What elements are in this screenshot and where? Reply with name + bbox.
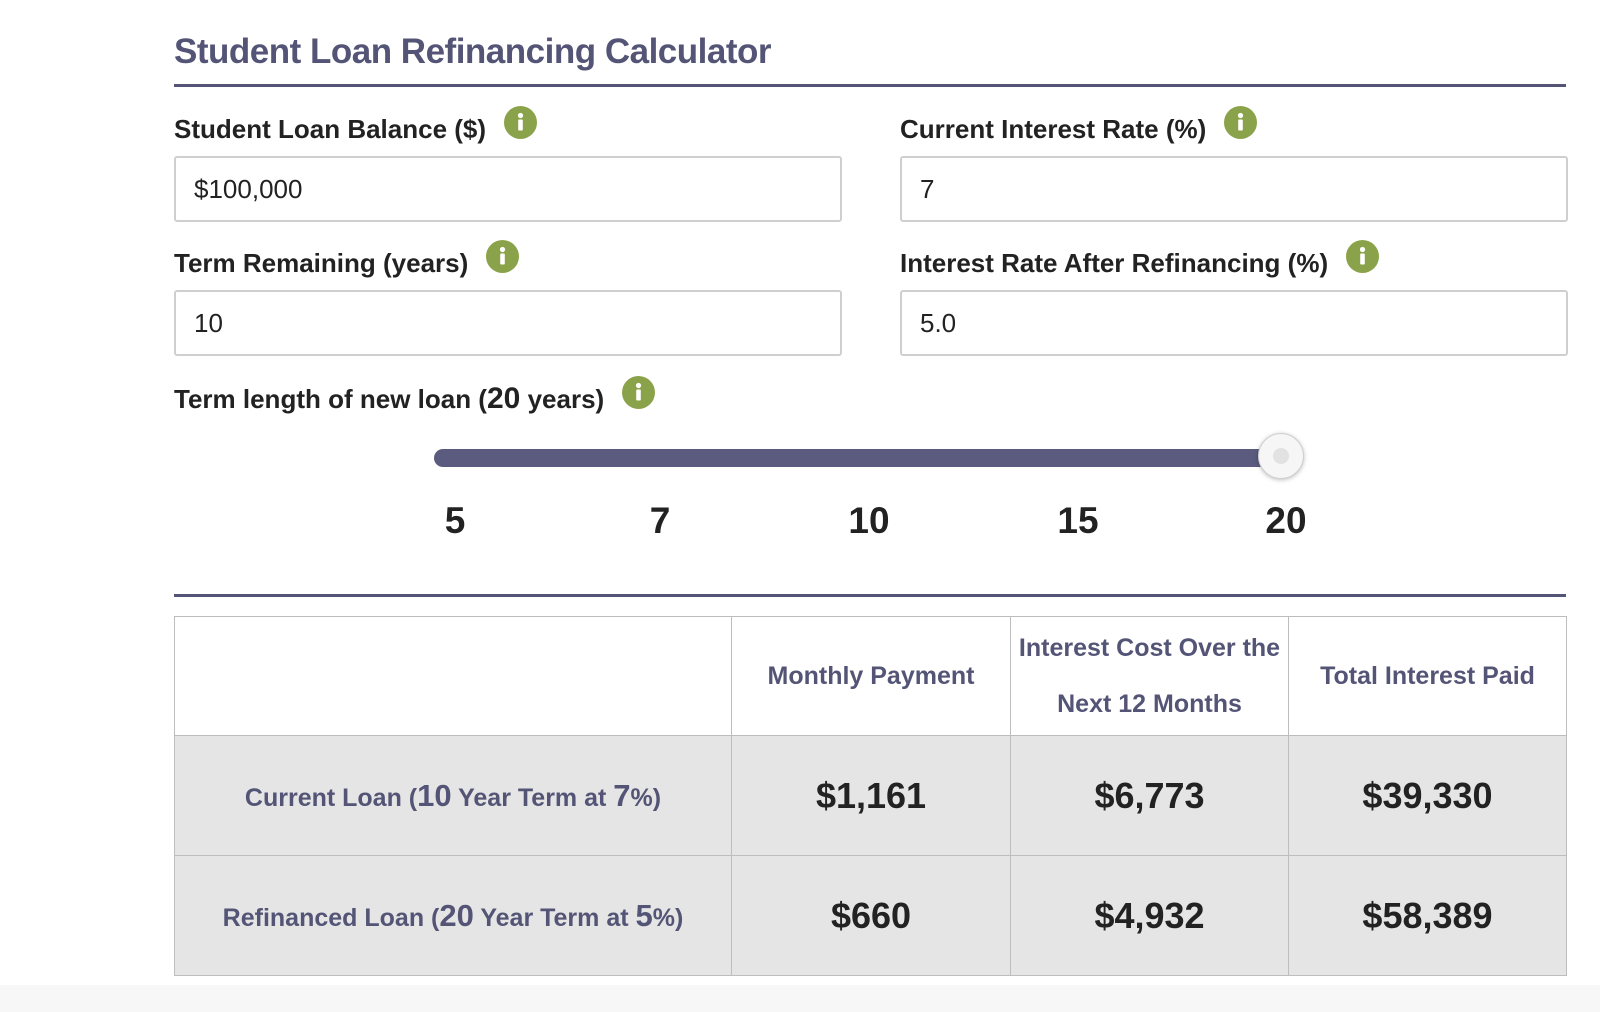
row-label-term: 20 bbox=[439, 897, 474, 933]
table-row: Refinanced Loan (20 Year Term at 5%) $66… bbox=[174, 855, 1567, 976]
row-label-suffix: %) bbox=[652, 903, 684, 932]
current-rate-label: Current Interest Rate (%) bbox=[900, 106, 1258, 146]
header-interest-12-months: Interest Cost Over the Next 12 Months bbox=[1010, 616, 1289, 736]
term-length-label-prefix: Term length of new loan ( bbox=[174, 384, 487, 414]
results-table: Monthly Payment Interest Cost Over the N… bbox=[174, 616, 1567, 976]
balance-label-text: Student Loan Balance ($) bbox=[174, 114, 487, 144]
row-label-term: 10 bbox=[417, 777, 452, 813]
term-tick-10[interactable]: 10 bbox=[848, 500, 890, 541]
term-length-label-suffix: years) bbox=[520, 384, 605, 414]
row-label-suffix: %) bbox=[630, 783, 662, 812]
current-interest-12-months: $6,773 bbox=[1010, 735, 1289, 856]
current-monthly-payment: $1,161 bbox=[731, 735, 1011, 856]
row-label-current-loan: Current Loan (10 Year Term at 7%) bbox=[174, 735, 732, 856]
info-icon[interactable] bbox=[1346, 240, 1380, 273]
info-icon[interactable] bbox=[622, 375, 656, 409]
new-rate-label-text: Interest Rate After Refinancing (%) bbox=[900, 248, 1329, 278]
table-header-empty bbox=[174, 616, 732, 736]
term-tick-15[interactable]: 15 bbox=[1057, 500, 1099, 541]
term-length-label: Term length of new loan (20 years) bbox=[174, 375, 656, 416]
row-label-rate: 7 bbox=[613, 777, 631, 813]
header-total-interest: Total Interest Paid bbox=[1288, 616, 1567, 736]
term-tick-5[interactable]: 5 bbox=[444, 500, 466, 541]
term-remaining-label: Term Remaining (years) bbox=[174, 240, 520, 280]
term-tick-20[interactable]: 20 bbox=[1265, 500, 1307, 541]
refinanced-interest-12-months: $4,932 bbox=[1010, 855, 1289, 976]
title-divider bbox=[174, 84, 1566, 87]
info-icon[interactable] bbox=[504, 106, 538, 139]
term-length-label-text: Term length of new loan (20 years) bbox=[174, 382, 604, 416]
table-row: Current Loan (10 Year Term at 7%) $1,161… bbox=[174, 735, 1567, 856]
info-icon[interactable] bbox=[1224, 106, 1258, 139]
balance-label: Student Loan Balance ($) bbox=[174, 106, 538, 146]
term-tick-7[interactable]: 7 bbox=[649, 500, 671, 541]
new-rate-input[interactable] bbox=[900, 290, 1568, 356]
refinanced-total-interest: $58,389 bbox=[1288, 855, 1567, 976]
info-icon[interactable] bbox=[486, 240, 520, 273]
row-label-middle: Year Term at bbox=[473, 903, 636, 932]
term-remaining-input[interactable] bbox=[174, 290, 842, 356]
row-label-prefix: Current Loan ( bbox=[244, 783, 418, 812]
refinanced-monthly-payment: $660 bbox=[731, 855, 1011, 976]
balance-input[interactable] bbox=[174, 156, 842, 222]
row-label-rate: 5 bbox=[635, 897, 653, 933]
current-rate-input[interactable] bbox=[900, 156, 1568, 222]
term-slider-handle[interactable] bbox=[1258, 433, 1304, 479]
page-title: Student Loan Refinancing Calculator bbox=[174, 32, 771, 71]
row-label-prefix: Refinanced Loan ( bbox=[222, 903, 440, 932]
term-slider-track[interactable] bbox=[434, 449, 1280, 467]
row-label-middle: Year Term at bbox=[451, 783, 614, 812]
table-header-row: Monthly Payment Interest Cost Over the N… bbox=[174, 616, 1567, 736]
results-divider bbox=[174, 594, 1566, 597]
term-remaining-label-text: Term Remaining (years) bbox=[174, 248, 469, 278]
current-rate-label-text: Current Interest Rate (%) bbox=[900, 114, 1207, 144]
term-length-label-value: 20 bbox=[486, 382, 521, 415]
current-total-interest: $39,330 bbox=[1288, 735, 1567, 856]
new-rate-label: Interest Rate After Refinancing (%) bbox=[900, 240, 1380, 280]
page-bottom-edge bbox=[0, 985, 1600, 1012]
row-label-refinanced-loan: Refinanced Loan (20 Year Term at 5%) bbox=[174, 855, 732, 976]
header-monthly-payment: Monthly Payment bbox=[731, 616, 1011, 736]
